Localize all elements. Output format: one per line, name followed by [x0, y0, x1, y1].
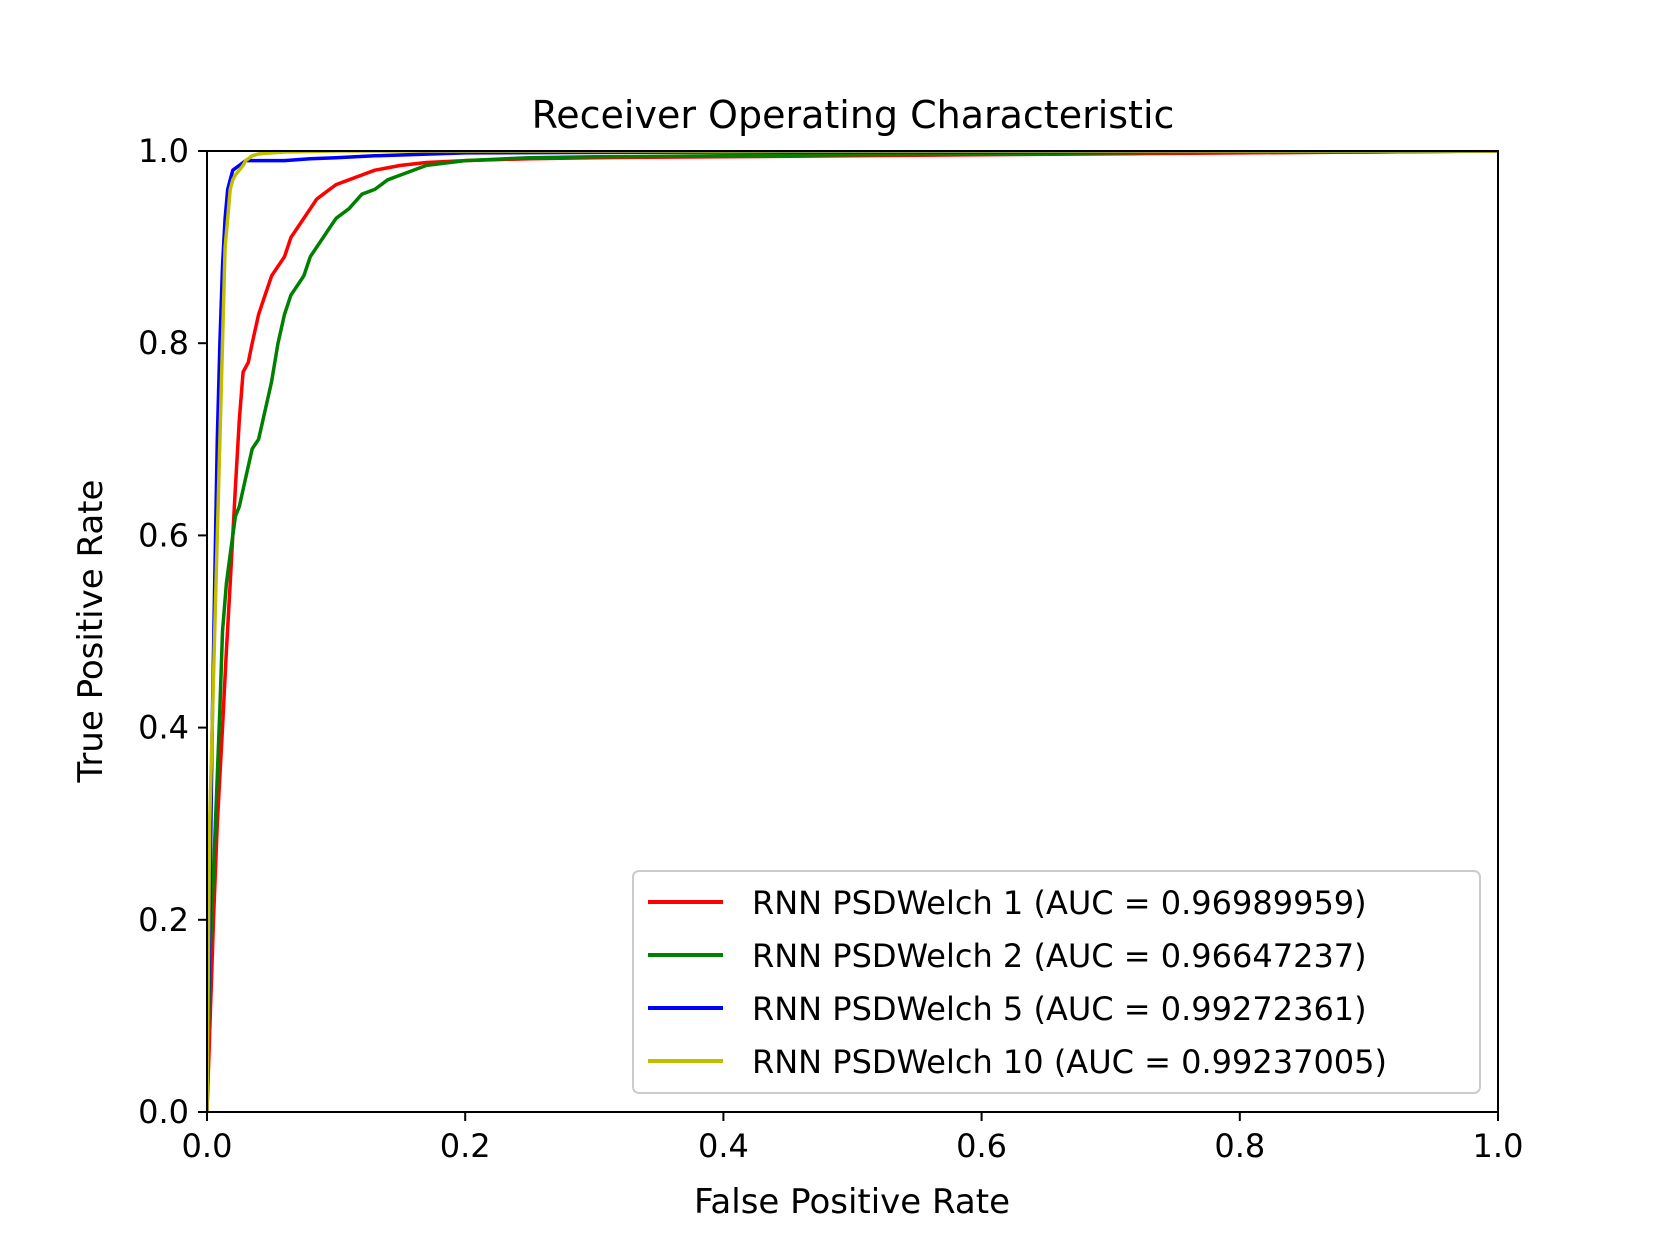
y-axis-ticks: 0.0 0.2 0.4 0.6 0.8 1.0 — [138, 132, 207, 1131]
legend-box — [632, 870, 1481, 1094]
legend-label-1: RNN PSDWelch 1 (AUC = 0.96989959) — [752, 884, 1367, 922]
series-line-2 — [207, 151, 1498, 1112]
x-tick-label: 0.0 — [182, 1127, 233, 1165]
y-tick-label: 0.6 — [138, 516, 189, 554]
series-group — [207, 151, 1498, 1112]
chart-title: Receiver Operating Characteristic — [532, 93, 1175, 137]
x-tick-label: 0.8 — [1214, 1127, 1265, 1165]
series-line-4 — [207, 151, 1498, 1112]
x-tick-label: 0.2 — [440, 1127, 491, 1165]
x-axis-label: False Positive Rate — [694, 1182, 1010, 1222]
x-tick-label: 0.6 — [956, 1127, 1007, 1165]
x-axis-ticks: 0.0 0.2 0.4 0.6 0.8 1.0 — [182, 1112, 1524, 1165]
y-tick-label: 0.8 — [138, 324, 189, 362]
legend-label-2: RNN PSDWelch 2 (AUC = 0.96647237) — [752, 937, 1367, 975]
y-tick-label: 0.2 — [138, 901, 189, 939]
x-tick-label: 0.4 — [698, 1127, 749, 1165]
legend-label-3: RNN PSDWelch 5 (AUC = 0.99272361) — [752, 990, 1367, 1028]
y-tick-label: 0.0 — [138, 1093, 189, 1131]
y-axis-label: True Positive Rate — [71, 480, 111, 784]
x-tick-label: 1.0 — [1473, 1127, 1524, 1165]
y-tick-label: 0.4 — [138, 709, 189, 747]
legend-label-4: RNN PSDWelch 10 (AUC = 0.99237005) — [752, 1043, 1387, 1081]
plot-area — [206, 150, 1499, 1113]
legend: RNN PSDWelch 1 (AUC = 0.96989959) RNN PSD… — [632, 870, 1481, 1094]
y-tick-label: 1.0 — [138, 132, 189, 170]
axes-frame — [206, 150, 1499, 1113]
